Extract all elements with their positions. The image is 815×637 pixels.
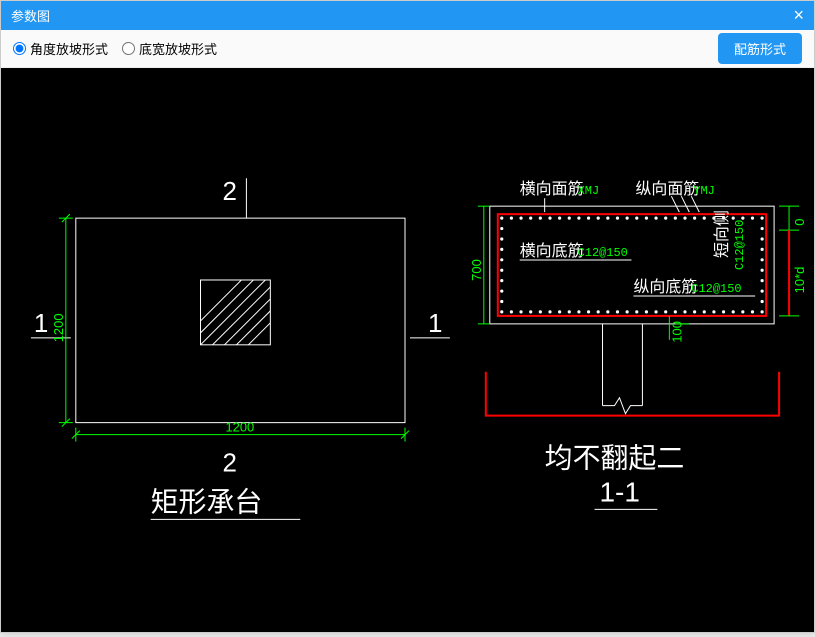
section-mark-right: 1 [410,310,450,338]
dialog-window: 参数图 × 角度放坡形式 底宽放坡形式 配筋形式 [0,0,815,633]
dim-vertical: 1200 [51,215,73,427]
label-vert-bot-text: 纵向底筋 [633,278,697,296]
radio-width-slope-label: 底宽放坡形式 [139,39,217,58]
svg-text:1200: 1200 [225,420,254,435]
radio-width-slope[interactable]: 底宽放坡形式 [122,39,217,58]
radio-angle-slope-label: 角度放坡形式 [30,39,108,58]
red-bracket [486,372,779,416]
toolbar: 角度放坡形式 底宽放坡形式 配筋形式 [1,30,814,69]
section-mark-bottom: 2 [222,450,246,490]
svg-text:1: 1 [428,310,442,338]
window-title: 参数图 [11,6,50,25]
label-vert-top-text: 纵向面筋 [635,181,699,199]
left-outline [76,219,405,423]
right-outline [490,207,774,325]
slope-mode-radios: 角度放坡形式 底宽放坡形式 [13,39,217,58]
radio-angle-slope-input[interactable] [13,42,26,55]
section-mark-top: 2 [222,179,246,219]
close-icon[interactable]: × [793,6,804,24]
label-vert-top-code: YMJ [693,185,715,199]
label-horiz-top-code: XMJ [578,185,600,199]
radio-angle-slope[interactable]: 角度放坡形式 [13,39,108,58]
titlebar: 参数图 × [1,1,814,30]
svg-text:700: 700 [469,260,484,282]
svg-text:1: 1 [34,310,48,338]
svg-text:0: 0 [792,219,807,226]
radio-width-slope-input[interactable] [122,42,135,55]
left-title: 矩形承台 [151,487,263,518]
hatch-block [167,265,329,355]
svg-text:2: 2 [222,179,236,207]
label-vert-bot-code: C12@150 [691,282,741,296]
right-title-bottom: 1-1 [600,477,640,508]
svg-text:100: 100 [669,321,684,343]
drawing-canvas: 2 2 1 1 [1,68,814,632]
svg-text:10*d: 10*d [792,267,807,294]
dim-100: 100 [669,316,689,343]
label-side-text: 短向侧 [713,211,731,259]
svg-text:1200: 1200 [51,314,66,343]
right-title-top: 均不翻起二 [545,443,685,474]
label-horiz-bot-code: C12@150 [578,246,628,260]
label-side-code: C12@150 [733,220,747,270]
pedestal [603,324,643,414]
label-horiz-top-text: 横向面筋 [520,181,584,199]
dim-700: 700 [469,207,490,325]
svg-text:2: 2 [222,450,236,478]
rebar-form-button[interactable]: 配筋形式 [718,33,802,64]
label-horiz-bot-text: 横向底筋 [520,242,584,260]
drawing-svg: 2 2 1 1 [1,68,814,632]
dim-right: 0 10*d [779,207,807,317]
